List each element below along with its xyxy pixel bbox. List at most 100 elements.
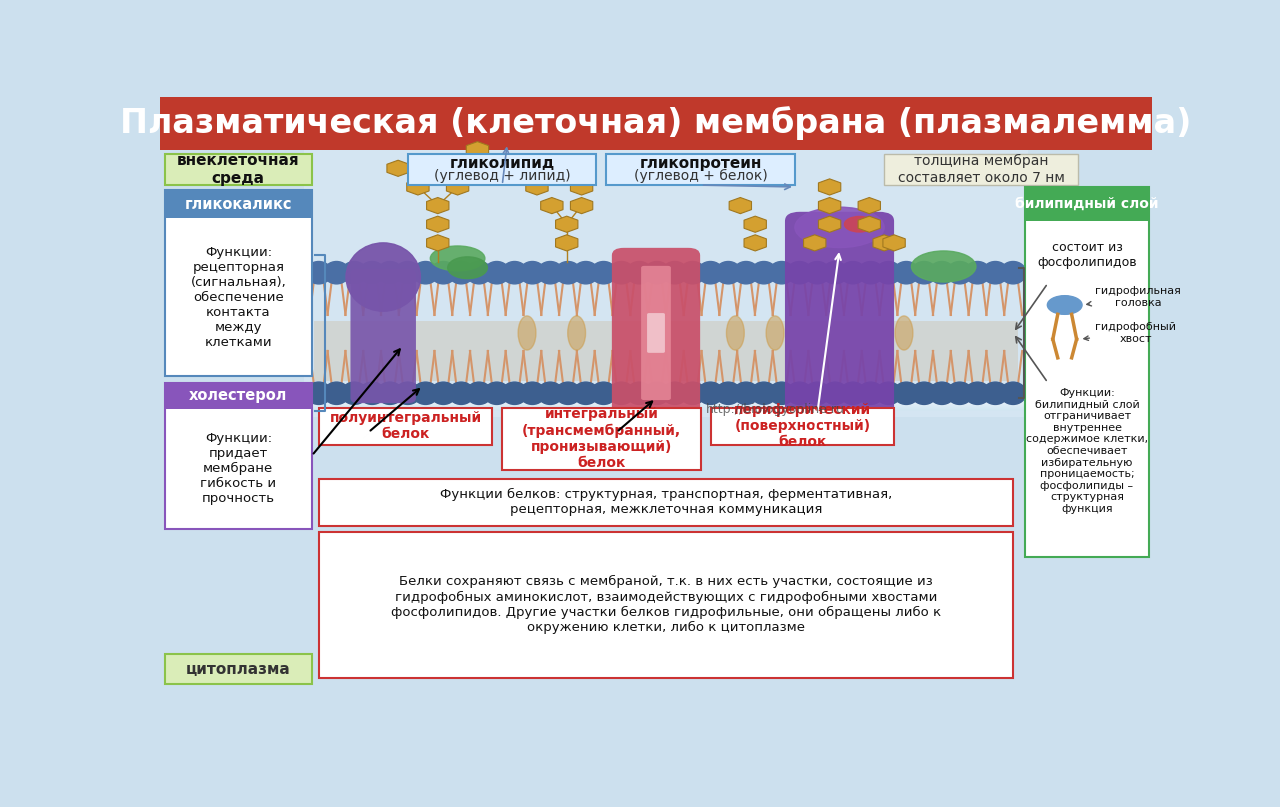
Ellipse shape <box>608 261 635 284</box>
FancyBboxPatch shape <box>165 383 312 529</box>
FancyBboxPatch shape <box>303 394 1028 404</box>
Polygon shape <box>818 198 841 214</box>
Text: толщина мембран
составляет около 7 нм: толщина мембран составляет около 7 нм <box>899 154 1065 185</box>
Polygon shape <box>858 198 881 214</box>
Ellipse shape <box>929 382 955 404</box>
Text: гликокаликс: гликокаликс <box>184 197 292 211</box>
Polygon shape <box>858 216 881 232</box>
Polygon shape <box>883 235 905 251</box>
Ellipse shape <box>502 382 527 404</box>
Ellipse shape <box>412 261 439 284</box>
Text: Функции:
придает
мембране
гибкость и
прочность: Функции: придает мембране гибкость и про… <box>200 433 276 505</box>
Ellipse shape <box>448 261 474 284</box>
Ellipse shape <box>893 382 919 404</box>
Polygon shape <box>556 235 577 251</box>
Text: гликолипид: гликолипид <box>449 157 554 171</box>
Ellipse shape <box>1047 295 1082 314</box>
FancyBboxPatch shape <box>303 119 1028 417</box>
Ellipse shape <box>698 261 723 284</box>
FancyBboxPatch shape <box>303 395 1028 405</box>
Ellipse shape <box>430 246 485 271</box>
Ellipse shape <box>644 261 669 284</box>
Text: состоит из
фосфолипидов: состоит из фосфолипидов <box>1037 241 1137 270</box>
Ellipse shape <box>484 261 509 284</box>
FancyBboxPatch shape <box>884 154 1078 185</box>
Polygon shape <box>540 198 563 214</box>
FancyBboxPatch shape <box>303 400 1028 410</box>
Ellipse shape <box>716 382 741 404</box>
Text: Белки сохраняют связь с мембраной, т.к. в них есть участки, состоящие из
гидрофо: Белки сохраняют связь с мембраной, т.к. … <box>390 575 941 633</box>
Ellipse shape <box>876 261 901 284</box>
Text: Функции белков: структурная, транспортная, ферментативная,
рецепторная, межклето: Функции белков: структурная, транспортна… <box>440 488 892 516</box>
Polygon shape <box>407 179 429 195</box>
Text: гидрофобный
хвост: гидрофобный хвост <box>1084 322 1176 344</box>
Ellipse shape <box>965 261 991 284</box>
Ellipse shape <box>680 261 705 284</box>
Ellipse shape <box>324 382 349 404</box>
Ellipse shape <box>965 382 991 404</box>
Ellipse shape <box>626 261 652 284</box>
Ellipse shape <box>983 382 1009 404</box>
Text: Функции:
билипидный слой
отграничивает
внутреннее
содержимое клетки,
обеспечивае: Функции: билипидный слой отграничивает в… <box>1027 388 1148 514</box>
FancyBboxPatch shape <box>1025 187 1149 221</box>
FancyBboxPatch shape <box>165 190 312 218</box>
FancyBboxPatch shape <box>303 392 1028 401</box>
Ellipse shape <box>680 382 705 404</box>
Ellipse shape <box>947 261 973 284</box>
FancyBboxPatch shape <box>303 392 1028 402</box>
Text: (углевод + липид): (углевод + липид) <box>434 169 571 183</box>
Polygon shape <box>466 161 489 177</box>
FancyBboxPatch shape <box>612 248 700 418</box>
FancyBboxPatch shape <box>303 401 1028 411</box>
FancyBboxPatch shape <box>303 393 1028 403</box>
FancyBboxPatch shape <box>303 398 1028 408</box>
Ellipse shape <box>466 261 492 284</box>
Text: периферический
(поверхностный)
белок: периферический (поверхностный) белок <box>733 403 870 449</box>
Polygon shape <box>571 161 593 177</box>
Text: http://biologyonline.ru: http://biologyonline.ru <box>705 403 845 416</box>
FancyBboxPatch shape <box>303 399 1028 408</box>
Ellipse shape <box>466 382 492 404</box>
Polygon shape <box>818 179 841 195</box>
FancyBboxPatch shape <box>303 393 1028 403</box>
FancyBboxPatch shape <box>303 392 1028 402</box>
FancyBboxPatch shape <box>303 398 1028 408</box>
Polygon shape <box>804 235 826 251</box>
Text: (углевод + белок): (углевод + белок) <box>634 169 768 183</box>
Ellipse shape <box>751 382 777 404</box>
Ellipse shape <box>573 261 599 284</box>
FancyBboxPatch shape <box>303 397 1028 406</box>
Ellipse shape <box>822 261 847 284</box>
Polygon shape <box>818 216 841 232</box>
Ellipse shape <box>662 382 687 404</box>
Ellipse shape <box>1000 382 1027 404</box>
Ellipse shape <box>929 261 955 284</box>
Ellipse shape <box>484 382 509 404</box>
Ellipse shape <box>448 257 488 278</box>
FancyBboxPatch shape <box>303 399 1028 409</box>
Ellipse shape <box>804 261 831 284</box>
Ellipse shape <box>360 261 385 284</box>
FancyBboxPatch shape <box>408 154 596 185</box>
Ellipse shape <box>306 382 332 404</box>
FancyBboxPatch shape <box>165 383 312 409</box>
FancyBboxPatch shape <box>303 397 1028 407</box>
Ellipse shape <box>769 261 795 284</box>
Ellipse shape <box>306 261 332 284</box>
Ellipse shape <box>412 382 439 404</box>
Ellipse shape <box>360 382 385 404</box>
Ellipse shape <box>840 382 865 404</box>
Ellipse shape <box>346 243 420 312</box>
Polygon shape <box>526 179 548 195</box>
Polygon shape <box>571 198 593 214</box>
Ellipse shape <box>378 382 403 404</box>
Ellipse shape <box>590 261 617 284</box>
Ellipse shape <box>430 261 456 284</box>
FancyBboxPatch shape <box>303 395 1028 404</box>
FancyBboxPatch shape <box>303 399 1028 408</box>
Polygon shape <box>744 235 767 251</box>
Ellipse shape <box>568 316 585 350</box>
FancyBboxPatch shape <box>303 401 1028 410</box>
Ellipse shape <box>556 261 581 284</box>
FancyBboxPatch shape <box>303 394 1028 404</box>
